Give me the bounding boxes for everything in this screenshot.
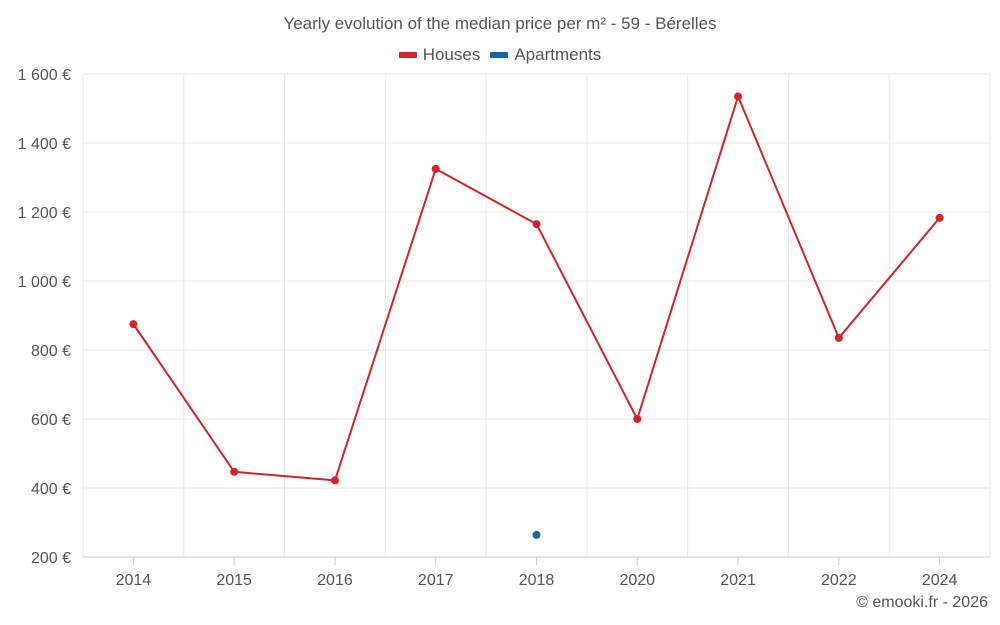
data-point-houses [834, 333, 843, 342]
y-tick-label: 1 000 € [18, 274, 71, 291]
data-point-houses [633, 415, 642, 423]
data-point-houses [330, 476, 339, 485]
data-point-houses [230, 467, 239, 476]
legend-label-houses: Houses [422, 45, 481, 64]
y-tick-label: 800 € [31, 343, 71, 360]
legend-item-houses[interactable]: Houses [398, 45, 481, 65]
legend-swatch-apartments [490, 52, 509, 58]
y-tick-label: 400 € [31, 481, 71, 498]
credit-text: © emooki.fr - 2026 [856, 594, 988, 611]
data-point-houses [129, 320, 138, 329]
chart-title: Yearly evolution of the median price per… [283, 14, 717, 33]
data-point-apartments [532, 530, 541, 539]
x-tick-label: 2018 [519, 572, 555, 589]
data-point-houses [431, 164, 440, 173]
y-tick-label: 1 200 € [18, 205, 71, 222]
y-tick-label: 200 € [31, 550, 71, 567]
data-point-houses [734, 92, 743, 101]
y-tick-label: 1 400 € [18, 136, 71, 153]
legend-label-apartments: Apartments [514, 45, 602, 64]
legend: Houses Apartments [0, 45, 1000, 65]
y-tick-label: 600 € [31, 412, 71, 429]
data-point-houses [935, 213, 944, 222]
series-line-houses [132, 95, 941, 482]
x-tick-label: 2024 [922, 572, 958, 589]
x-tick-label: 2022 [821, 572, 857, 589]
x-tick-label: 2017 [418, 572, 454, 589]
x-tick-label: 2021 [720, 572, 756, 589]
y-tick-label: 1 600 € [18, 67, 71, 84]
data-point-houses [532, 220, 541, 229]
x-tick-label: 2016 [317, 572, 353, 589]
legend-swatch-houses [398, 52, 417, 58]
x-tick-label: 2014 [116, 572, 152, 589]
x-tick-label: 2015 [216, 572, 252, 589]
legend-item-apartments[interactable]: Apartments [490, 45, 601, 65]
x-tick-label: 2020 [619, 572, 655, 589]
